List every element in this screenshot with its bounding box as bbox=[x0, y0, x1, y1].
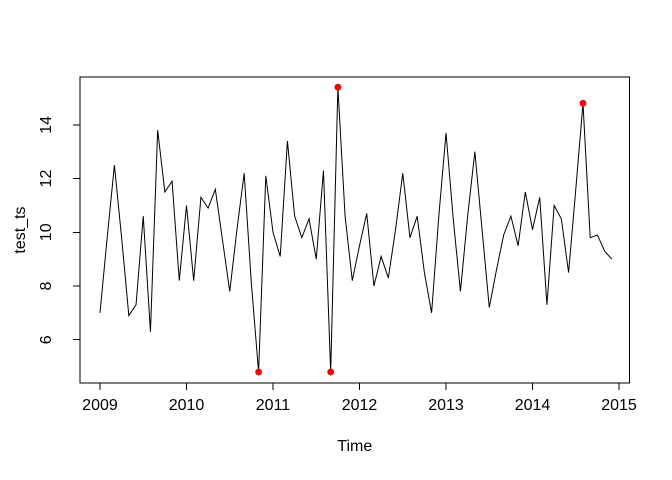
x-tick-label: 2010 bbox=[169, 397, 205, 414]
series-line bbox=[99, 87, 613, 373]
outlier-point bbox=[327, 368, 335, 376]
x-tick-label: 2015 bbox=[601, 397, 637, 414]
y-tick-label: 10 bbox=[38, 223, 55, 241]
x-tick-label: 2014 bbox=[515, 397, 551, 414]
x-tick-label: 2009 bbox=[82, 397, 118, 414]
x-axis-title: Time bbox=[337, 438, 373, 455]
y-tick-label: 6 bbox=[38, 335, 55, 344]
outlier-point bbox=[334, 83, 342, 91]
y-tick-label: 8 bbox=[38, 281, 55, 290]
outlier-point bbox=[255, 368, 262, 376]
x-tick-label: 2013 bbox=[428, 397, 464, 414]
outlier-point bbox=[579, 99, 587, 107]
y-tick-label: 12 bbox=[38, 170, 55, 188]
y-axis-title: test_ts bbox=[12, 206, 29, 254]
plot-box bbox=[79, 76, 630, 384]
y-tick-label: 14 bbox=[38, 116, 55, 134]
x-tick-label: 2011 bbox=[256, 397, 291, 414]
x-tick-label: 2012 bbox=[342, 397, 378, 414]
